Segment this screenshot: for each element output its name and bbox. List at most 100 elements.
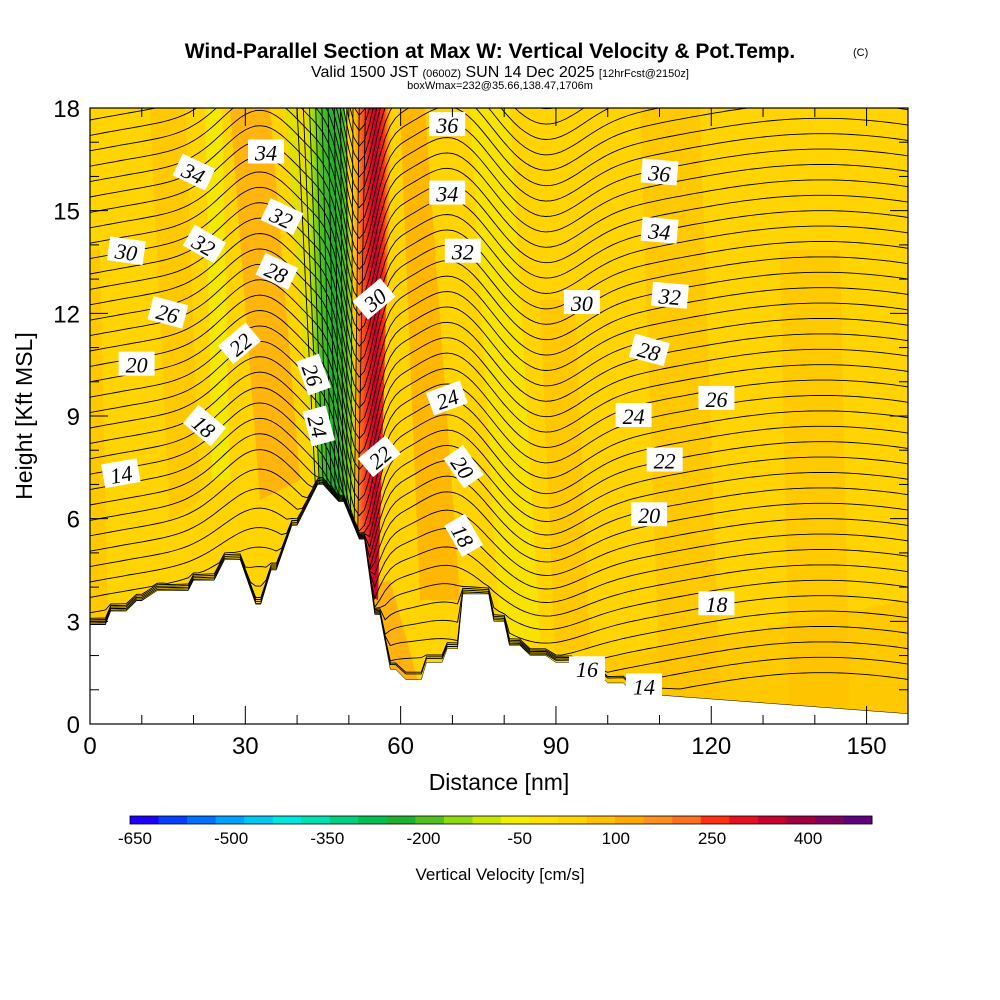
theta-contour-line	[340, 108, 344, 536]
updraft-plume	[352, 108, 392, 600]
theta-contour-line	[90, 171, 908, 347]
colorbar-swatch	[415, 816, 445, 824]
theta-contour-line	[90, 483, 908, 603]
terrain-mask	[90, 484, 908, 724]
contour-label-box	[101, 458, 141, 489]
contour-label-box	[302, 405, 336, 447]
subtitle-forecast: [12hrFcst@2150z]	[599, 68, 689, 80]
x-tick-label: 150	[847, 733, 887, 760]
contour-label-box	[182, 224, 226, 264]
contour-label-text: 20	[126, 353, 148, 378]
theta-contour-line	[331, 108, 661, 209]
theta-contour-line	[315, 108, 330, 536]
contour-label-box	[429, 180, 466, 205]
colorbar-swatch	[529, 816, 559, 824]
contour-label: 14	[101, 458, 141, 489]
colorbar-tick-label: -200	[406, 829, 440, 848]
contour-label: 24	[425, 380, 468, 416]
contour-label-box	[147, 296, 189, 329]
contour-label-box	[217, 322, 261, 365]
contour-label-text: 34	[646, 218, 671, 245]
theta-contour-line	[309, 108, 326, 536]
y-tick-label: 18	[53, 96, 80, 123]
contour-label-box	[118, 351, 155, 376]
theta-contour-line	[90, 468, 908, 576]
colorbar-swatch	[386, 816, 416, 824]
contour-label: 14	[625, 673, 662, 699]
theta-contour-line	[321, 108, 333, 536]
contour-label-box	[640, 158, 679, 186]
contour-label: 34	[640, 216, 679, 245]
theta-contour-line	[90, 294, 908, 471]
y-tick-label: 0	[67, 712, 80, 739]
shade-band	[640, 108, 720, 700]
colorbar-swatch	[472, 816, 502, 824]
theta-contour-line	[90, 279, 908, 455]
copyright-mark: (C)	[853, 47, 868, 59]
contour-label-box	[563, 290, 600, 315]
colorbar-swatch	[301, 816, 331, 824]
colorbar-tick-label: 250	[698, 829, 726, 848]
colorbar-swatch	[187, 816, 217, 824]
x-tick-label: 30	[232, 733, 259, 760]
colorbar-swatch	[814, 816, 844, 824]
colorbar-swatch	[586, 816, 616, 824]
colorbar-tick-label: 400	[794, 829, 822, 848]
colorbar-swatch	[215, 816, 245, 824]
contour-label: 20	[631, 502, 668, 528]
contour-label-box	[296, 353, 331, 396]
colorbar-swatch	[786, 816, 816, 824]
y-tick-label: 15	[53, 199, 80, 226]
contour-label: 32	[650, 281, 689, 310]
theta-contour-line	[349, 108, 354, 536]
colorbar-swatch	[672, 816, 702, 824]
theta-contour-line	[90, 484, 908, 617]
colorbar-swatch	[443, 816, 473, 824]
colorbar-swatch	[643, 816, 673, 824]
contour-label-text: 22	[654, 448, 676, 473]
contour-label-box	[357, 435, 401, 478]
contour-label-box	[444, 238, 481, 263]
contour-label-box	[106, 236, 146, 266]
colorbar-swatch	[729, 816, 759, 824]
contour-label-box	[429, 112, 466, 137]
theta-contour-line	[90, 433, 908, 569]
subtitle-date: SUN 14 Dec 2025	[466, 64, 595, 81]
theta-contour-line	[90, 488, 908, 644]
y-tick-label: 9	[67, 404, 80, 431]
contour-label-text: 32	[451, 240, 474, 265]
contour-label-text: 14	[108, 460, 134, 488]
contour-label-box	[444, 513, 484, 557]
shade-band	[90, 250, 110, 724]
theta-contour-line	[327, 108, 337, 536]
contour-label: 36	[640, 158, 679, 187]
contour-label: 24	[615, 403, 652, 429]
colorbar-tick-label: 100	[602, 829, 630, 848]
contour-label: 34	[429, 180, 466, 207]
y-axis-label: Height [Kft MSL]	[11, 332, 37, 499]
x-tick-label: 120	[691, 733, 731, 760]
colorbar-swatch	[244, 816, 274, 824]
theta-contour-line	[90, 387, 908, 538]
contour-label: 30	[563, 290, 600, 316]
colorbar-tick-label: -50	[507, 829, 532, 848]
contour-label-text: 14	[633, 674, 655, 699]
contour-label-text: 30	[113, 238, 139, 266]
theta-contour-line	[90, 156, 908, 332]
contour-label-box	[248, 139, 285, 164]
contour-label: 26	[698, 385, 735, 412]
theta-contour-line	[90, 108, 908, 224]
colorbar-swatch	[158, 816, 188, 824]
contour-label-box	[650, 281, 689, 309]
contour-label-text: 32	[657, 283, 682, 310]
contour-label-box	[615, 403, 652, 427]
contour-label-box	[425, 380, 468, 416]
theta-contour-line	[90, 402, 908, 549]
contour-label-text: 30	[570, 291, 593, 316]
colorbar: -650 -500 -350 -200 -50 100 250 400	[118, 815, 873, 848]
theta-contour-line	[90, 340, 908, 517]
y-tick-label: 6	[67, 507, 80, 534]
theta-contour-line	[90, 491, 908, 665]
